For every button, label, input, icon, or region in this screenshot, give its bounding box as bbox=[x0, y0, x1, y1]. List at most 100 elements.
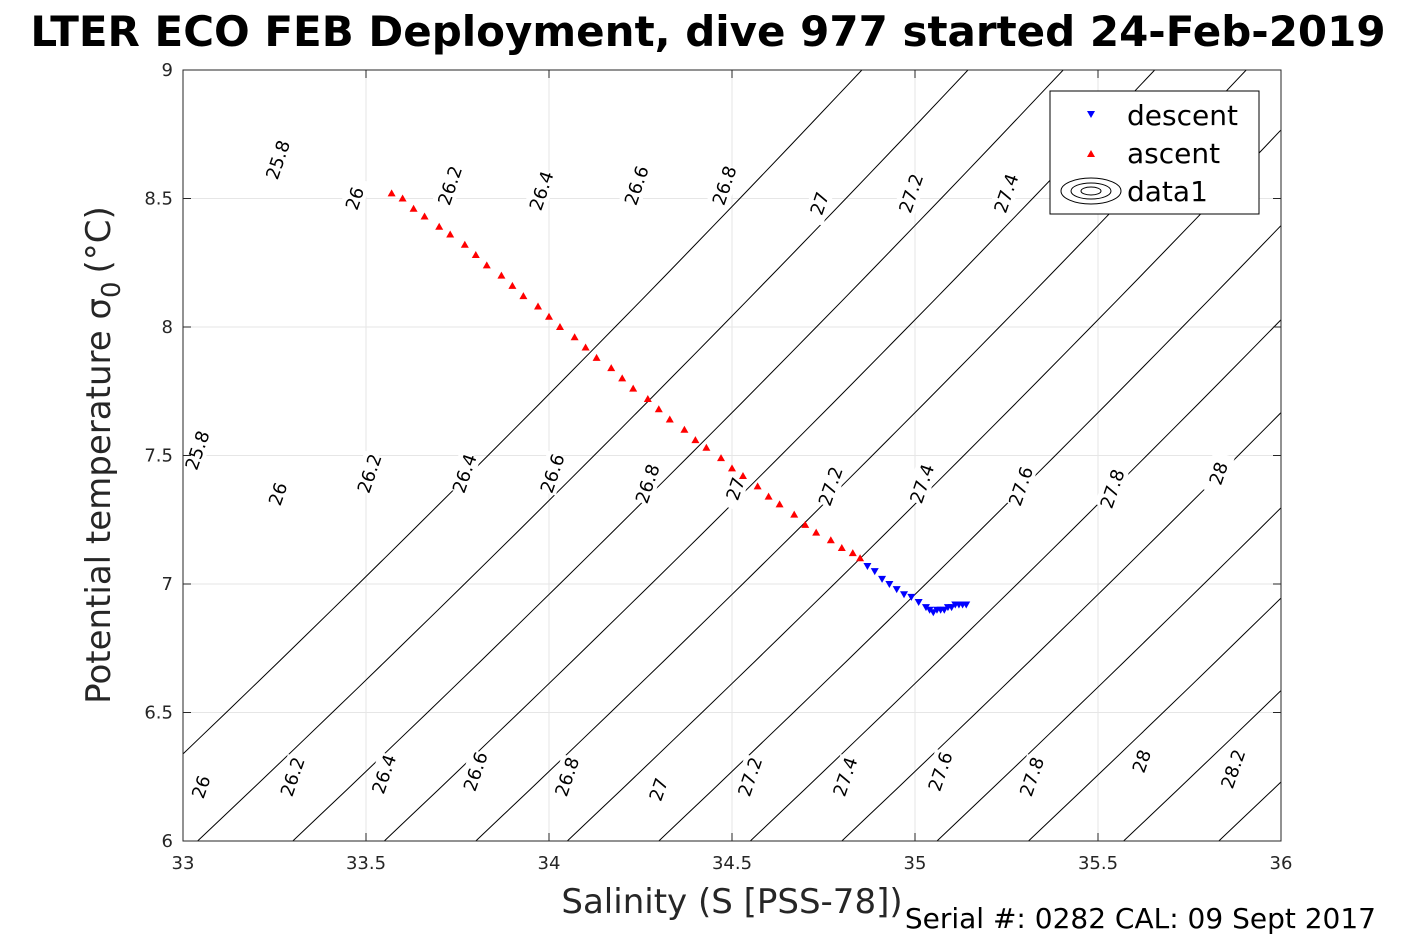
contour-line bbox=[936, 507, 1281, 841]
ascent-point bbox=[790, 510, 799, 518]
ascent-point bbox=[497, 271, 506, 279]
x-tick-label: 34 bbox=[538, 853, 561, 874]
x-axis-title: Salinity (S [PSS-78]) bbox=[561, 882, 902, 922]
y-axis-title-main: Potential temperature σ bbox=[79, 298, 119, 704]
descent-point bbox=[940, 606, 949, 614]
contour-label: 27 bbox=[801, 180, 836, 226]
ascent-point bbox=[728, 464, 736, 472]
contour-line bbox=[658, 224, 1281, 841]
ascent-point bbox=[409, 204, 418, 212]
ascent-point bbox=[592, 353, 601, 361]
descent-point bbox=[900, 591, 909, 599]
ascent-point bbox=[545, 312, 553, 320]
x-tick-label: 34.5 bbox=[712, 853, 752, 874]
legend-ascent-label: ascent bbox=[1127, 137, 1220, 170]
ascent-point bbox=[753, 482, 762, 490]
ascent-point bbox=[702, 443, 711, 451]
legend-box bbox=[1049, 90, 1260, 215]
ascent-point bbox=[812, 528, 821, 536]
ascent-point bbox=[691, 436, 700, 444]
y-tick-label: 8 bbox=[162, 317, 173, 338]
legend-descent-marker bbox=[1087, 111, 1095, 118]
ascent-point bbox=[775, 500, 784, 508]
contour-line bbox=[749, 319, 1281, 841]
ascent-point bbox=[837, 544, 846, 552]
legend-descent-label: descent bbox=[1127, 99, 1238, 132]
descent-point bbox=[914, 598, 923, 606]
ascent-point bbox=[717, 454, 726, 462]
contour-line bbox=[292, 70, 1064, 841]
ascent-point bbox=[764, 492, 773, 500]
ascent-point bbox=[460, 240, 469, 248]
descent-point bbox=[947, 604, 956, 612]
descent-point bbox=[885, 581, 894, 588]
ascent-point bbox=[555, 323, 564, 330]
ascent-point bbox=[446, 230, 455, 238]
ascent-point bbox=[826, 536, 835, 544]
ascent-point bbox=[738, 472, 747, 480]
descent-point bbox=[962, 601, 971, 609]
y-axis-title-subscript: 0 bbox=[97, 281, 127, 298]
y-axis-title-unit: (°C) bbox=[79, 206, 119, 273]
legend: descent ascent data1 bbox=[1049, 90, 1260, 215]
ascent-point bbox=[654, 405, 663, 413]
ascent-point bbox=[387, 189, 396, 197]
ascent-point bbox=[420, 212, 429, 220]
contour-line bbox=[197, 70, 969, 841]
descent-point bbox=[892, 586, 901, 594]
descent-point bbox=[870, 568, 879, 576]
contour-line bbox=[841, 411, 1281, 841]
ascent-point bbox=[680, 425, 689, 433]
ascent-point bbox=[848, 549, 857, 557]
ascent-point bbox=[471, 251, 480, 259]
ascent-point bbox=[570, 333, 579, 341]
descent-point bbox=[863, 563, 872, 571]
x-axis-ticks: 33 33.5 34 34.5 35 35.5 36 bbox=[172, 70, 1293, 874]
descent-point bbox=[929, 609, 938, 617]
y-tick-label: 6 bbox=[162, 831, 173, 852]
contour-line bbox=[383, 70, 1156, 841]
y-tick-label: 7 bbox=[162, 574, 173, 595]
contour-label: 26.4 bbox=[366, 751, 401, 797]
y-tick-label: 6.5 bbox=[144, 703, 173, 724]
ascent-point bbox=[856, 554, 865, 562]
svg-text:Potential temperature σ0(°C): Potential temperature σ0 (°C) bbox=[79, 206, 127, 704]
descent-point bbox=[878, 575, 887, 583]
descent-point bbox=[921, 604, 930, 612]
contour-line bbox=[1123, 689, 1281, 841]
ascent-point bbox=[618, 374, 627, 382]
legend-contour-icon bbox=[1060, 177, 1122, 205]
ascent-point bbox=[508, 281, 517, 289]
ascent-point bbox=[607, 364, 616, 372]
ascent-point bbox=[643, 394, 652, 402]
x-tick-label: 33 bbox=[172, 853, 195, 874]
ascent-point bbox=[665, 415, 674, 423]
ascent-point bbox=[482, 261, 491, 269]
density-contours: 25.825.826262626.226.226.226.426.426.426… bbox=[183, 70, 1281, 841]
ascent-point bbox=[534, 302, 543, 310]
footer-serial-cal: Serial #: 0282 CAL: 09 Sept 2017 bbox=[905, 902, 1376, 935]
ascent-point bbox=[801, 520, 810, 528]
legend-ascent-marker bbox=[1087, 150, 1095, 157]
x-tick-label: 36 bbox=[1270, 853, 1293, 874]
y-tick-label: 8.5 bbox=[144, 189, 173, 210]
ascent-point bbox=[398, 194, 407, 202]
ascent-point bbox=[519, 292, 528, 300]
contour-line bbox=[183, 70, 863, 755]
descent-point bbox=[925, 606, 934, 614]
y-tick-label: 9 bbox=[162, 60, 173, 81]
chart-title: LTER ECO FEB Deployment, dive 977 starte… bbox=[30, 7, 1385, 56]
contour-label: 27 bbox=[640, 766, 675, 812]
contour-line bbox=[1028, 597, 1281, 841]
ascent-point bbox=[435, 222, 444, 230]
descent-point bbox=[907, 593, 916, 601]
contour-label: 27.8 bbox=[1094, 466, 1130, 511]
data-series bbox=[387, 189, 971, 617]
x-tick-label: 35.5 bbox=[1078, 853, 1118, 874]
y-axis-title: Potential temperature σ0 (°C) bbox=[79, 206, 127, 704]
ascent-point bbox=[581, 343, 590, 351]
y-tick-label: 7.5 bbox=[144, 446, 173, 467]
x-tick-label: 35 bbox=[904, 853, 927, 874]
ascent-point bbox=[629, 384, 638, 392]
